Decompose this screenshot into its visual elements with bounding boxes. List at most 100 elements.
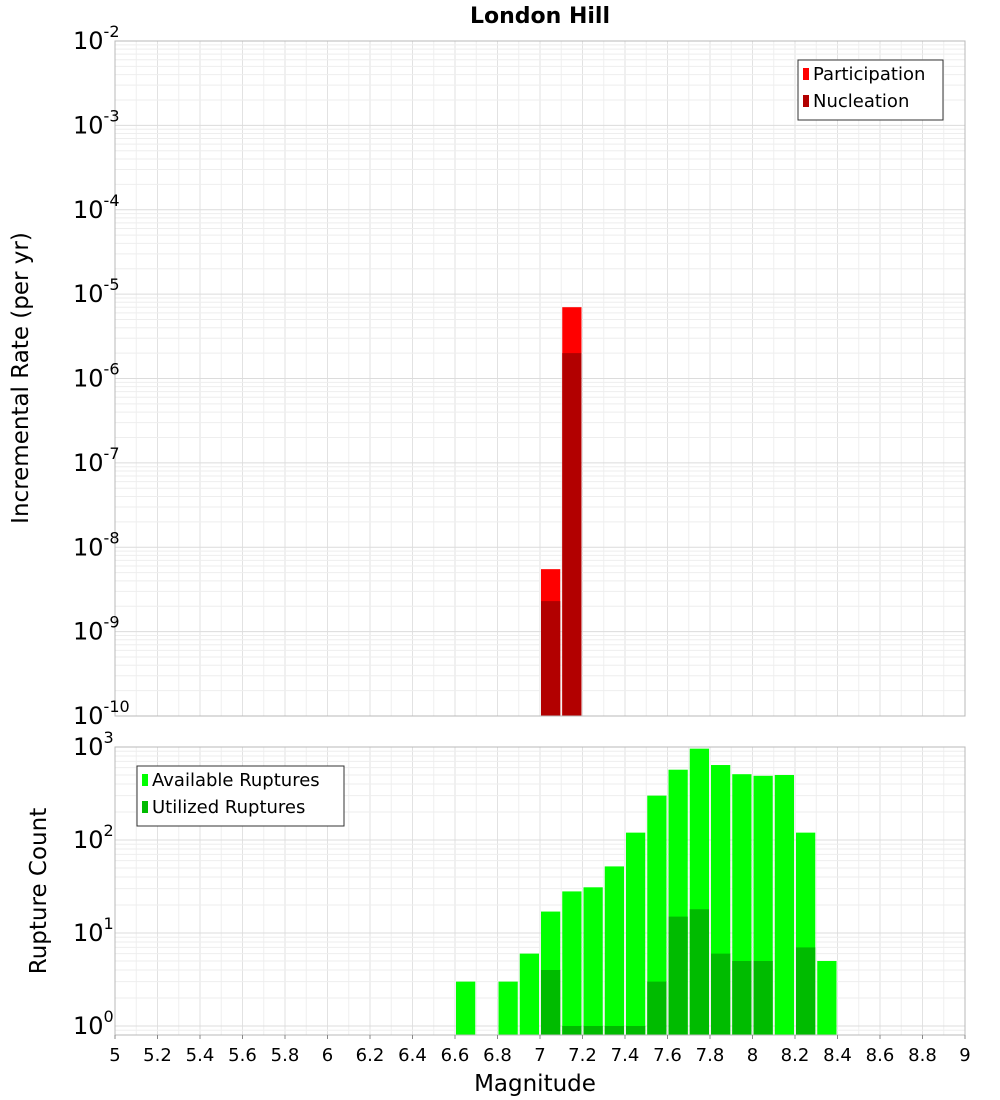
bar [541,969,561,1035]
bar [817,960,837,1035]
legend-label: Nucleation [813,91,909,112]
y-tick-base: 10 [73,826,104,854]
y-tick-exponent: 0 [104,1007,114,1026]
y-tick-exponent: -4 [104,191,120,210]
bar [753,960,773,1035]
y-axis-label: Rupture Count [26,808,52,974]
series-2 [541,353,582,716]
bar [626,1025,646,1035]
x-tick-label: 7.2 [568,1045,597,1066]
bar [626,832,646,1035]
y-tick-label: 10-8 [73,528,120,561]
legend-swatch [803,68,809,80]
legend-label: Utilized Ruptures [152,797,305,818]
y-axis-label: Incremental Rate (per yr) [8,232,34,524]
x-tick-label: 7.4 [611,1045,640,1066]
x-tick-label: 7.6 [653,1045,682,1066]
x-tick-label: 5.8 [271,1045,300,1066]
bar [519,953,539,1035]
y-tick-base: 10 [73,365,104,393]
x-tick-label: 8 [747,1045,758,1066]
y-tick-base: 10 [73,27,104,55]
y-tick-exponent: -7 [104,444,120,463]
y-tick-label: 10-10 [73,697,130,730]
bar [647,795,667,1035]
y-tick-exponent: -8 [104,528,120,547]
x-tick-label: 6.4 [398,1045,427,1066]
y-tick-base: 10 [73,919,104,947]
y-tick-label: 10-7 [73,444,120,477]
x-tick-label: 8.4 [823,1045,852,1066]
x-axis-label: Magnitude [474,1071,596,1097]
bar [647,981,667,1035]
y-tick-exponent: -9 [104,613,120,632]
bar [668,916,688,1035]
bar [796,947,816,1035]
x-tick-label: 8.6 [866,1045,895,1066]
bar [604,1025,624,1035]
legend-box [797,59,944,121]
bar [498,981,518,1035]
bar [541,601,561,716]
y-tick-base: 10 [73,533,104,561]
x-tick-label: 6.2 [356,1045,385,1066]
bar [583,887,603,1035]
x-tick-label: 8.8 [908,1045,937,1066]
y-tick-exponent: 3 [104,728,114,747]
y-tick-exponent: 2 [104,821,114,840]
y-tick-base: 10 [73,618,104,646]
x-tick-label: 6.8 [483,1045,512,1066]
bar [604,866,624,1035]
y-tick-exponent: -6 [104,360,120,379]
bar [732,960,752,1035]
x-tick-label: 5 [109,1045,120,1066]
y-tick-label: 10-4 [73,191,120,224]
grid [114,40,966,717]
y-tick-label: 103 [73,728,114,761]
bar [774,774,794,1035]
y-tick-label: 101 [73,914,114,947]
bar [711,953,731,1035]
y-tick-base: 10 [73,449,104,477]
y-tick-base: 10 [73,111,104,139]
x-tick-label: 9 [959,1045,970,1066]
y-tick-base: 10 [73,196,104,224]
legend: Available Ruptures Utilized Ruptures [136,765,345,827]
y-tick-label: 10-9 [73,613,120,646]
x-tick-label: 7.8 [696,1045,725,1066]
legend-swatch [803,95,809,107]
y-tick-base: 10 [73,733,104,761]
y-tick-label: 10-3 [73,106,120,139]
y-tick-exponent: -10 [104,697,130,716]
x-tick-label: 7 [534,1045,545,1066]
x-tick-label: 8.2 [781,1045,810,1066]
y-tick-label: 10-6 [73,360,120,393]
x-tick-label: 5.2 [143,1045,172,1066]
bar [562,1025,582,1035]
y-tick-label: 10-5 [73,275,120,308]
legend-swatch [142,801,148,813]
legend-label: Participation [813,64,925,85]
y-tick-exponent: 1 [104,914,114,933]
y-tick-base: 10 [73,280,104,308]
y-tick-label: 102 [73,821,114,854]
legend-box [136,765,345,827]
x-tick-label: 5.6 [228,1045,257,1066]
x-tick-label: 6.6 [441,1045,470,1066]
plot-frame [114,40,966,717]
bar [456,981,476,1035]
y-tick-base: 10 [73,702,104,730]
bar [562,891,582,1035]
y-tick-label: 10-2 [73,22,120,55]
y-tick-label: 100 [73,1007,114,1040]
y-tick-base: 10 [73,1012,104,1040]
legend-label: Available Ruptures [152,770,320,791]
series-2 [541,909,816,1035]
y-tick-exponent: -5 [104,275,120,294]
chart-title: London Hill [470,4,610,29]
y-tick-exponent: -2 [104,22,120,41]
bar [689,909,709,1035]
bar [583,1025,603,1035]
